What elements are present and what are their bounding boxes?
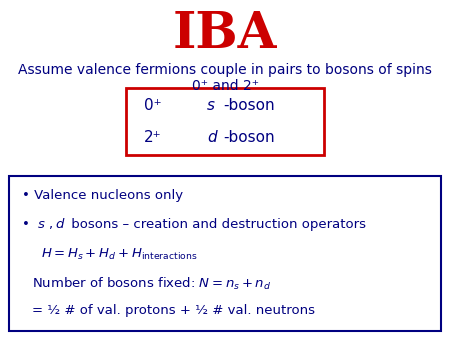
Text: $\mathit{H} = \mathit{H_s} + \mathit{H_d} + \mathit{H}_{\rm interactions}$: $\mathit{H} = \mathit{H_s} + \mathit{H_d… — [40, 247, 197, 262]
Text: d: d — [56, 218, 64, 231]
Text: d: d — [207, 130, 216, 145]
Text: -boson: -boson — [223, 130, 274, 145]
Text: •: • — [22, 218, 35, 231]
Text: • Valence nucleons only: • Valence nucleons only — [22, 189, 184, 202]
Text: Assume valence fermions couple in pairs to bosons of spins: Assume valence fermions couple in pairs … — [18, 63, 432, 76]
Text: ,: , — [48, 218, 52, 231]
Text: 0⁺: 0⁺ — [144, 98, 162, 113]
FancyBboxPatch shape — [126, 88, 324, 155]
FancyBboxPatch shape — [9, 176, 441, 331]
Text: = ½ # of val. protons + ½ # val. neutrons: = ½ # of val. protons + ½ # val. neutron… — [32, 304, 315, 317]
Text: s: s — [37, 218, 44, 231]
Text: 2⁺: 2⁺ — [144, 130, 162, 145]
Text: 0⁺ and 2⁺: 0⁺ and 2⁺ — [192, 79, 258, 93]
Text: Number of bosons fixed: $\mathit{N} = \mathit{n_s} + \mathit{n_d}$: Number of bosons fixed: $\mathit{N} = \m… — [32, 275, 271, 292]
Text: s: s — [207, 98, 215, 113]
Text: bosons – creation and destruction operators: bosons – creation and destruction operat… — [67, 218, 365, 231]
Text: IBA: IBA — [173, 10, 277, 59]
Text: -boson: -boson — [223, 98, 274, 113]
